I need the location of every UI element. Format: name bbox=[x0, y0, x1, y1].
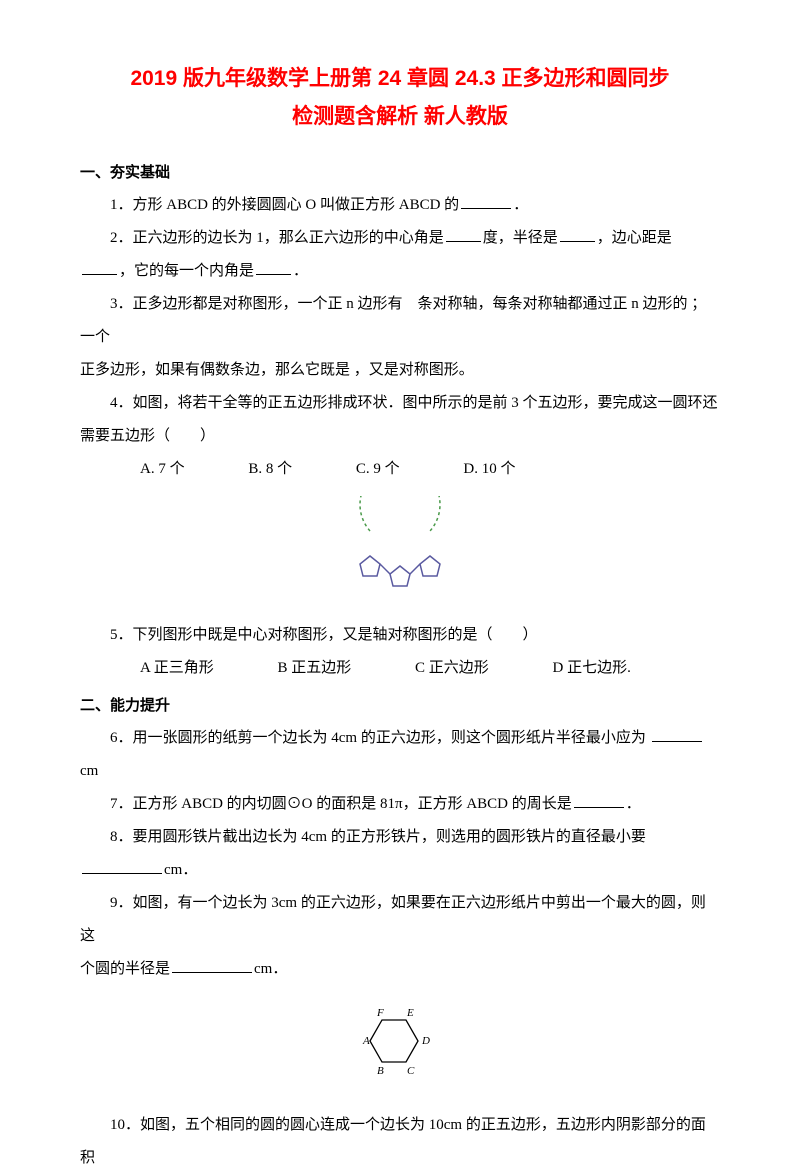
label-e: E bbox=[406, 1007, 414, 1019]
blank bbox=[461, 194, 511, 209]
q6b: cm bbox=[80, 763, 98, 779]
q6a: 6．用一张圆形的纸剪一个边长为 4cm 的正六边形，则这个圆形纸片半径最小应为 bbox=[110, 730, 650, 746]
hexagon-shape bbox=[370, 1020, 418, 1062]
hexagon-svg: A B C D E F bbox=[325, 996, 475, 1086]
question-10: 10．如图，五个相同的圆的圆心连成一个边长为 10cm 的正五边形，五边形内阴影… bbox=[80, 1109, 720, 1175]
title-line-1: 2019 版九年级数学上册第 24 章圆 24.3 正多边形和圆同步 bbox=[80, 60, 720, 98]
q10-text: 10．如图，五个相同的圆的圆心连成一个边长为 10cm 的正五边形，五边形内阴影… bbox=[80, 1117, 706, 1166]
document-title: 2019 版九年级数学上册第 24 章圆 24.3 正多边形和圆同步 检测题含解… bbox=[80, 60, 720, 136]
question-3-cont: 正多边形，如果有偶数条边，那么它既是 ，又是对称图形。 bbox=[80, 354, 720, 387]
question-9: 9．如图，有一个边长为 3cm 的正六边形，如果要在正六边形纸片中剪出一个最大的… bbox=[80, 887, 720, 953]
question-8-cont: cm． bbox=[80, 854, 720, 887]
q4-opt-d: D. 10 个 bbox=[433, 453, 515, 486]
q4-opt-a: A. 7 个 bbox=[110, 453, 185, 486]
q4-opt-b: B. 8 个 bbox=[218, 453, 292, 486]
q9c: cm． bbox=[254, 961, 287, 977]
label-a: A bbox=[362, 1035, 370, 1047]
blank bbox=[560, 227, 595, 242]
blank bbox=[82, 859, 162, 874]
question-9-cont: 个圆的半径是 cm． bbox=[80, 953, 720, 986]
question-1: 1．方形 ABCD 的外接圆圆心 O 叫做正方形 ABCD 的 ． bbox=[80, 189, 720, 222]
q5-opt-d: D 正七边形. bbox=[523, 652, 631, 685]
q1-end: ． bbox=[513, 197, 528, 213]
q5-opt-b: B 正五边形 bbox=[248, 652, 352, 685]
q8b: cm． bbox=[164, 862, 197, 878]
q7a: 7．正方形 ABCD 的内切圆⊙O 的面积是 81π，正方形 ABCD 的周长是 bbox=[110, 796, 572, 812]
q5-opt-c: C 正六边形 bbox=[385, 652, 489, 685]
pentagon-center bbox=[390, 566, 410, 586]
q2c: ，边心距是 bbox=[597, 230, 672, 246]
figure-hexagon: A B C D E F bbox=[80, 996, 720, 1099]
question-5: 5．下列图形中既是中心对称图形，又是轴对称图形的是（ ） bbox=[80, 619, 720, 652]
pentagon-left bbox=[360, 556, 380, 576]
q9a: 9．如图，有一个边长为 3cm 的正六边形，如果要在正六边形纸片中剪出一个最大的… bbox=[80, 895, 706, 944]
q1-text: 1．方形 ABCD 的外接圆圆心 O 叫做正方形 ABCD 的 bbox=[110, 197, 459, 213]
connector-1 bbox=[380, 564, 390, 574]
section-header-1: 一、夯实基础 bbox=[80, 156, 720, 189]
title-line-2: 检测题含解析 新人教版 bbox=[80, 98, 720, 136]
question-2-cont: ，它的每一个内角是 ． bbox=[80, 255, 720, 288]
q3a: 3．正多边形都是对称图形，一个正 n 边形有 条对称轴，每条对称轴都通过正 n … bbox=[80, 296, 706, 345]
q2b: 度，半径是 bbox=[483, 230, 558, 246]
label-b: B bbox=[377, 1065, 384, 1077]
question-3: 3．正多边形都是对称图形，一个正 n 边形有 条对称轴，每条对称轴都通过正 n … bbox=[80, 288, 720, 354]
q4b: 需要五边形（ ） bbox=[80, 428, 215, 444]
q2e: ． bbox=[293, 263, 308, 279]
blank bbox=[82, 260, 117, 275]
question-4-options: A. 7 个 B. 8 个 C. 9 个 D. 10 个 bbox=[80, 453, 720, 486]
dashed-arc bbox=[360, 496, 440, 531]
pentagon-right bbox=[420, 556, 440, 576]
q2d: ，它的每一个内角是 bbox=[119, 263, 254, 279]
question-5-options: A 正三角形 B 正五边形 C 正六边形 D 正七边形. bbox=[80, 652, 720, 685]
blank bbox=[574, 793, 624, 808]
question-7: 7．正方形 ABCD 的内切圆⊙O 的面积是 81π，正方形 ABCD 的周长是… bbox=[80, 788, 720, 821]
q2a: 2．正六边形的边长为 1，那么正六边形的中心角是 bbox=[110, 230, 444, 246]
blank bbox=[652, 727, 702, 742]
section-header-2: 二、能力提升 bbox=[80, 689, 720, 722]
blank bbox=[256, 260, 291, 275]
question-4-cont: 需要五边形（ ） bbox=[80, 420, 720, 453]
figure-pentagons bbox=[80, 496, 720, 609]
blank bbox=[172, 958, 252, 973]
q5-opt-a: A 正三角形 bbox=[110, 652, 214, 685]
q8a: 8．要用圆形铁片截出边长为 4cm 的正方形铁片，则选用的圆形铁片的直径最小要 bbox=[110, 829, 646, 845]
q4-opt-c: C. 9 个 bbox=[326, 453, 400, 486]
label-f: F bbox=[376, 1007, 384, 1019]
q3b: 正多边形，如果有偶数条边，那么它既是 ，又是对称图形。 bbox=[80, 362, 474, 378]
label-d: D bbox=[421, 1035, 430, 1047]
question-2: 2．正六边形的边长为 1，那么正六边形的中心角是 度，半径是 ，边心距是 bbox=[80, 222, 720, 255]
q7b: ． bbox=[626, 796, 641, 812]
question-8: 8．要用圆形铁片截出边长为 4cm 的正方形铁片，则选用的圆形铁片的直径最小要 bbox=[80, 821, 720, 854]
pentagon-ring-svg bbox=[335, 496, 465, 596]
q5-text: 5．下列图形中既是中心对称图形，又是轴对称图形的是（ ） bbox=[110, 627, 538, 643]
q4a: 4．如图，将若干全等的正五边形排成环状．图中所示的是前 3 个五边形，要完成这一… bbox=[110, 395, 718, 411]
label-c: C bbox=[407, 1065, 415, 1077]
blank bbox=[446, 227, 481, 242]
question-4: 4．如图，将若干全等的正五边形排成环状．图中所示的是前 3 个五边形，要完成这一… bbox=[80, 387, 720, 420]
q9b: 个圆的半径是 bbox=[80, 961, 170, 977]
connector-2 bbox=[410, 564, 420, 574]
question-6: 6．用一张圆形的纸剪一个边长为 4cm 的正六边形，则这个圆形纸片半径最小应为 … bbox=[80, 722, 720, 788]
